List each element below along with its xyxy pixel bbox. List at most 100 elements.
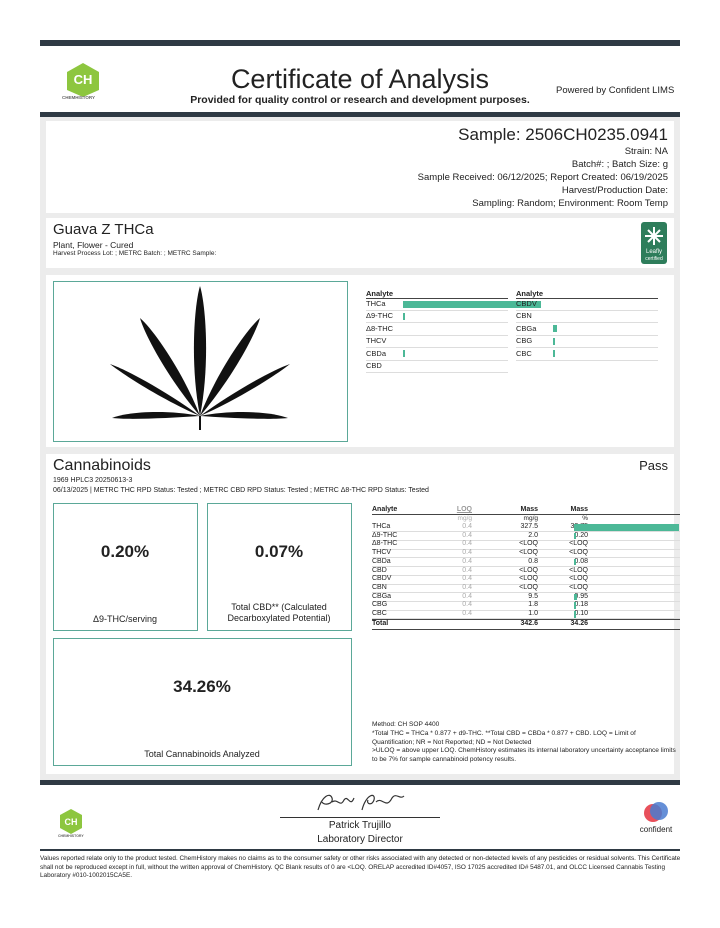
row-rule xyxy=(516,322,658,323)
total-pct: 34.26 xyxy=(570,619,588,627)
analyte-bar xyxy=(403,312,405,320)
analyte-name: THCa xyxy=(366,299,386,308)
analyte-name: Δ9-THC xyxy=(366,311,394,321)
analyte-name: CBDV xyxy=(516,299,537,308)
signer-name: Patrick Trujillo xyxy=(328,820,392,831)
table-cell: <LOQ xyxy=(569,540,588,548)
status-line: 06/13/2025 | METRC THC RPD Status: Teste… xyxy=(53,487,429,494)
summary-label: Total CBD** (Calculated Decarboxylated P… xyxy=(227,602,331,623)
leafly-badge: Leafly certified xyxy=(641,222,667,264)
column-header: LOQ xyxy=(456,506,472,513)
badge-text: certified xyxy=(645,256,663,262)
top-rule xyxy=(40,40,680,46)
row-rule xyxy=(372,548,680,550)
row-rule xyxy=(366,310,508,311)
summary-box: 0.07% Total CBD** (Calculated Decarboxyl… xyxy=(207,503,352,631)
analyte-bar xyxy=(403,350,405,358)
result-bar xyxy=(574,524,679,531)
table-cell: 0.95 xyxy=(574,592,588,600)
leaf xyxy=(110,286,290,430)
partner-logo xyxy=(644,802,668,822)
summary-box: 34.26% Total Cannabinoids Analyzed xyxy=(53,638,352,766)
table-cell: THCV xyxy=(372,549,392,557)
row-rule xyxy=(372,592,680,593)
row-rule xyxy=(366,359,508,361)
table-cell: 0.4 xyxy=(462,610,472,617)
analyte-name: Δ8-THC xyxy=(366,323,394,333)
row-rule xyxy=(372,574,680,576)
analyte-name: CBC xyxy=(516,348,532,358)
analyte-bar xyxy=(553,337,555,345)
row-rule xyxy=(372,557,680,558)
table-cell: CBN xyxy=(372,583,387,591)
notes: Method: CH SOP 4400 *Total THC = THCa * … xyxy=(372,721,677,765)
table-cell: <LOQ xyxy=(519,583,538,591)
row-rule xyxy=(366,347,508,348)
row-rule xyxy=(372,600,680,602)
summary-box: 0.20% Δ9-THC/serving xyxy=(53,503,198,631)
table-cell: 1.0 xyxy=(528,610,538,617)
table-cell: Δ9-THC xyxy=(372,531,398,539)
subtitle: Provided for quality control or research… xyxy=(190,94,530,106)
badge-icon xyxy=(645,227,663,245)
result-bar xyxy=(574,593,578,601)
partner-name: confident xyxy=(639,825,673,834)
table-cell: CBG xyxy=(372,601,388,609)
table-cell: 0.4 xyxy=(462,592,472,600)
table-cell: CBD xyxy=(372,566,387,574)
table-cell: CBDV xyxy=(372,575,392,583)
sample-line: Sampling: Random; Environment: Room Temp xyxy=(472,198,668,209)
table-cell: 9.5 xyxy=(528,592,538,600)
table-cell: <LOQ xyxy=(519,575,538,583)
leaf-image xyxy=(110,286,290,430)
analyte-header: Analyte xyxy=(516,289,544,298)
table-cell: <LOQ xyxy=(569,566,588,574)
logo-caption: CHEMHISTORY xyxy=(62,95,96,100)
analyte-bar xyxy=(553,325,557,333)
table-cell: 0.10 xyxy=(574,610,588,617)
table-cell: <LOQ xyxy=(519,540,538,548)
product-type: Plant, Flower - Cured xyxy=(53,240,134,250)
table-cell: 2.0 xyxy=(528,531,538,539)
table-cell: CBGa xyxy=(372,592,392,600)
summary-value: 0.20% xyxy=(100,542,150,561)
table-cell: <LOQ xyxy=(569,575,588,583)
signer-role: Laboratory Director xyxy=(317,834,403,845)
total-bottom-rule xyxy=(372,628,680,630)
table-cell: <LOQ xyxy=(569,549,588,557)
table-cell: 0.4 xyxy=(462,601,472,609)
row-rule xyxy=(372,531,680,532)
column-header: Mass xyxy=(520,506,538,513)
summary-label: Total Cannabinoids Analyzed xyxy=(144,749,260,759)
unit-label: mg/g xyxy=(523,515,538,522)
table-cell: THCa xyxy=(372,523,391,530)
sample-line: Strain: NA xyxy=(624,146,668,157)
logo-hex xyxy=(60,809,82,834)
total-rule xyxy=(372,618,680,620)
summary-label: Δ9-THC/serving xyxy=(92,614,158,624)
column-header: Analyte xyxy=(372,506,398,513)
row-rule xyxy=(372,609,680,611)
product-lots: Harvest Process Lot: ; METRC Batch: ; ME… xyxy=(53,250,217,257)
powered-by: Powered by Confident LIMS xyxy=(556,85,675,96)
rule xyxy=(40,849,680,851)
logo-text: CH xyxy=(65,817,78,827)
row-rule xyxy=(372,566,680,567)
result: Pass xyxy=(639,458,668,473)
footer-logo: CH xyxy=(60,809,82,834)
analyte-name: CBN xyxy=(516,311,532,321)
table-cell: <LOQ xyxy=(519,549,538,557)
unit-label: mg/g xyxy=(457,515,472,522)
product-panel xyxy=(46,218,674,268)
analyte-name: CBDa xyxy=(366,348,387,358)
summary-value: 34.26% xyxy=(173,677,231,696)
signature-line xyxy=(280,817,440,818)
analyte-name: CBGa xyxy=(516,323,537,333)
row-rule xyxy=(516,334,658,336)
analyte-name: THCV xyxy=(366,336,387,346)
logo: CH xyxy=(67,63,99,97)
row-rule xyxy=(366,322,508,323)
row-rule xyxy=(372,540,680,541)
summary-value: 0.07% xyxy=(254,542,304,561)
